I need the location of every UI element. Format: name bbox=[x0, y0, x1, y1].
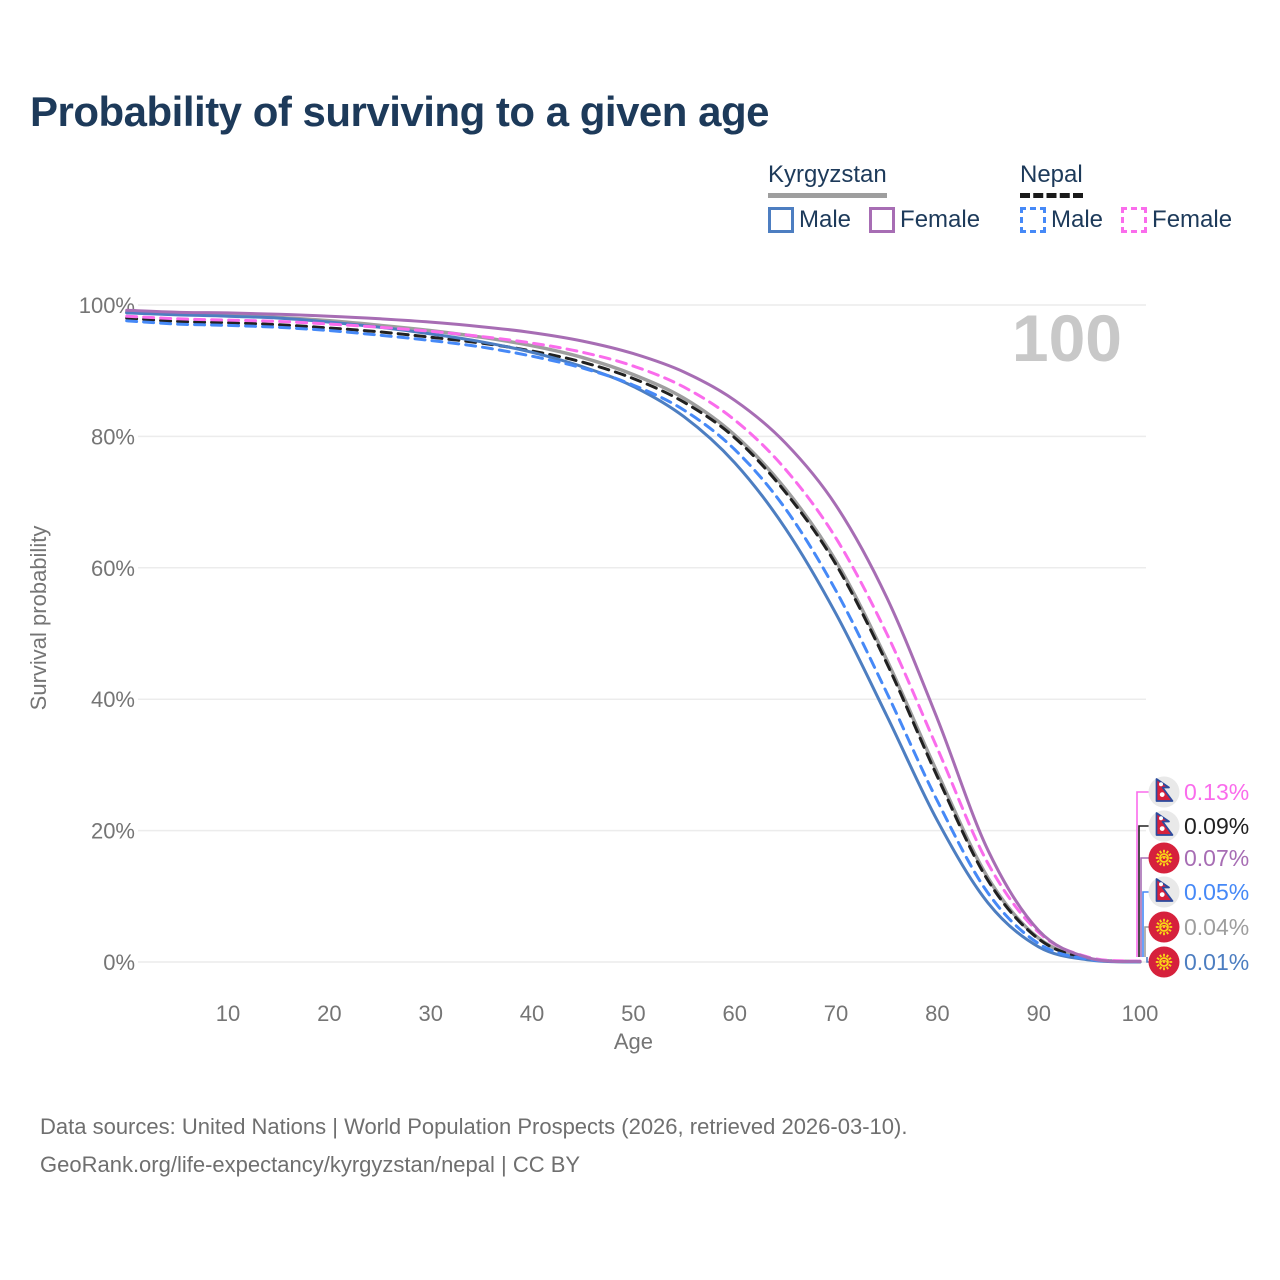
end-connector-nepal-all bbox=[1138, 825, 1149, 957]
legend-item-label: Male bbox=[1051, 206, 1104, 233]
x-tick-label: 10 bbox=[216, 1001, 240, 1026]
x-tick-label: 80 bbox=[925, 1001, 949, 1026]
end-connector-kyrgyzstan-all bbox=[1144, 926, 1149, 957]
end-connector-kyrgyzstan-female bbox=[1140, 857, 1149, 957]
legend-item-nepal-female[interactable]: Female bbox=[1121, 206, 1232, 234]
x-tick-label: 30 bbox=[418, 1001, 442, 1026]
x-tick-label: 40 bbox=[520, 1001, 544, 1026]
end-label-kyrgyzstan-all[interactable]: 0.04% bbox=[1184, 914, 1249, 940]
curve-kyrgyzstan-female bbox=[125, 308, 1142, 964]
age-watermark: 100 bbox=[1012, 301, 1122, 375]
nepal-flag-icon bbox=[1148, 810, 1180, 842]
x-tick-label: 100 bbox=[1122, 1001, 1159, 1026]
nepal-male-swatch-icon bbox=[1020, 207, 1046, 233]
x-tick-label: 90 bbox=[1026, 1001, 1050, 1026]
end-label-kyrgyzstan-male[interactable]: 0.01% bbox=[1184, 949, 1249, 975]
legend-item-label: Female bbox=[900, 206, 981, 233]
x-tick-label: 70 bbox=[824, 1001, 848, 1026]
legend: Kyrgyzstan Male Female Nepal Male Female bbox=[0, 161, 1280, 241]
end-label-nepal-all[interactable]: 0.09% bbox=[1184, 813, 1249, 839]
y-tick-label: 20% bbox=[91, 819, 135, 844]
legend-group-nepal: Nepal Male Female bbox=[1020, 161, 1250, 234]
page-title: Probability of surviving to a given age bbox=[30, 88, 769, 135]
nepal-flag-icon bbox=[1148, 776, 1180, 808]
legend-group-kyrgyzstan: Kyrgyzstan Male Female bbox=[768, 161, 998, 234]
legend-item-label: Male bbox=[799, 206, 852, 233]
end-connector-nepal-female bbox=[1136, 791, 1149, 957]
y-tick-label: 0% bbox=[103, 950, 135, 975]
kyrgyzstan-female-swatch-icon bbox=[869, 207, 896, 233]
kyrgyzstan-flag-icon bbox=[1148, 911, 1180, 943]
nepal-female-swatch-icon bbox=[1121, 207, 1148, 233]
y-axis-title: Survival probability bbox=[26, 526, 51, 711]
kyrgyzstan-male-swatch-icon bbox=[768, 207, 794, 233]
x-tick-label: 20 bbox=[317, 1001, 341, 1026]
x-axis-title: Age bbox=[614, 1029, 653, 1054]
y-tick-label: 80% bbox=[91, 424, 135, 449]
legend-item-kyrgyzstan-female[interactable]: Female bbox=[869, 206, 980, 234]
source-url-line: GeoRank.org/life-expectancy/kyrgyzstan/n… bbox=[40, 1152, 581, 1177]
end-label-nepal-male[interactable]: 0.05% bbox=[1184, 879, 1249, 905]
x-tick-label: 60 bbox=[722, 1001, 746, 1026]
kyrgyzstan-flag-icon bbox=[1148, 842, 1180, 874]
x-tick-label: 50 bbox=[621, 1001, 645, 1026]
curve-nepal-all bbox=[125, 316, 1142, 963]
data-sources-line: Data sources: United Nations | World Pop… bbox=[40, 1114, 908, 1139]
curve-nepal-female bbox=[125, 314, 1142, 963]
end-connector-nepal-male bbox=[1142, 891, 1149, 957]
legend-item-label: Female bbox=[1152, 206, 1233, 233]
kyrgyzstan-flag-icon bbox=[1148, 946, 1180, 978]
curve-nepal-male bbox=[125, 319, 1142, 964]
legend-item-nepal-male[interactable]: Male bbox=[1020, 206, 1103, 234]
footer: Data sources: United Nations | World Pop… bbox=[40, 1108, 907, 1184]
legend-item-kyrgyzstan-male[interactable]: Male bbox=[768, 206, 851, 234]
legend-title-nepal[interactable]: Nepal bbox=[1020, 161, 1083, 198]
end-label-nepal-female[interactable]: 0.13% bbox=[1184, 779, 1249, 805]
y-tick-label: 60% bbox=[91, 556, 135, 581]
legend-title-kyrgyzstan[interactable]: Kyrgyzstan bbox=[768, 161, 887, 198]
end-label-kyrgyzstan-female[interactable]: 0.07% bbox=[1184, 845, 1249, 871]
nepal-flag-icon bbox=[1148, 876, 1180, 908]
y-tick-label: 40% bbox=[91, 687, 135, 712]
curve-kyrgyzstan-male bbox=[125, 311, 1142, 964]
end-connector-kyrgyzstan-male bbox=[1146, 957, 1149, 963]
